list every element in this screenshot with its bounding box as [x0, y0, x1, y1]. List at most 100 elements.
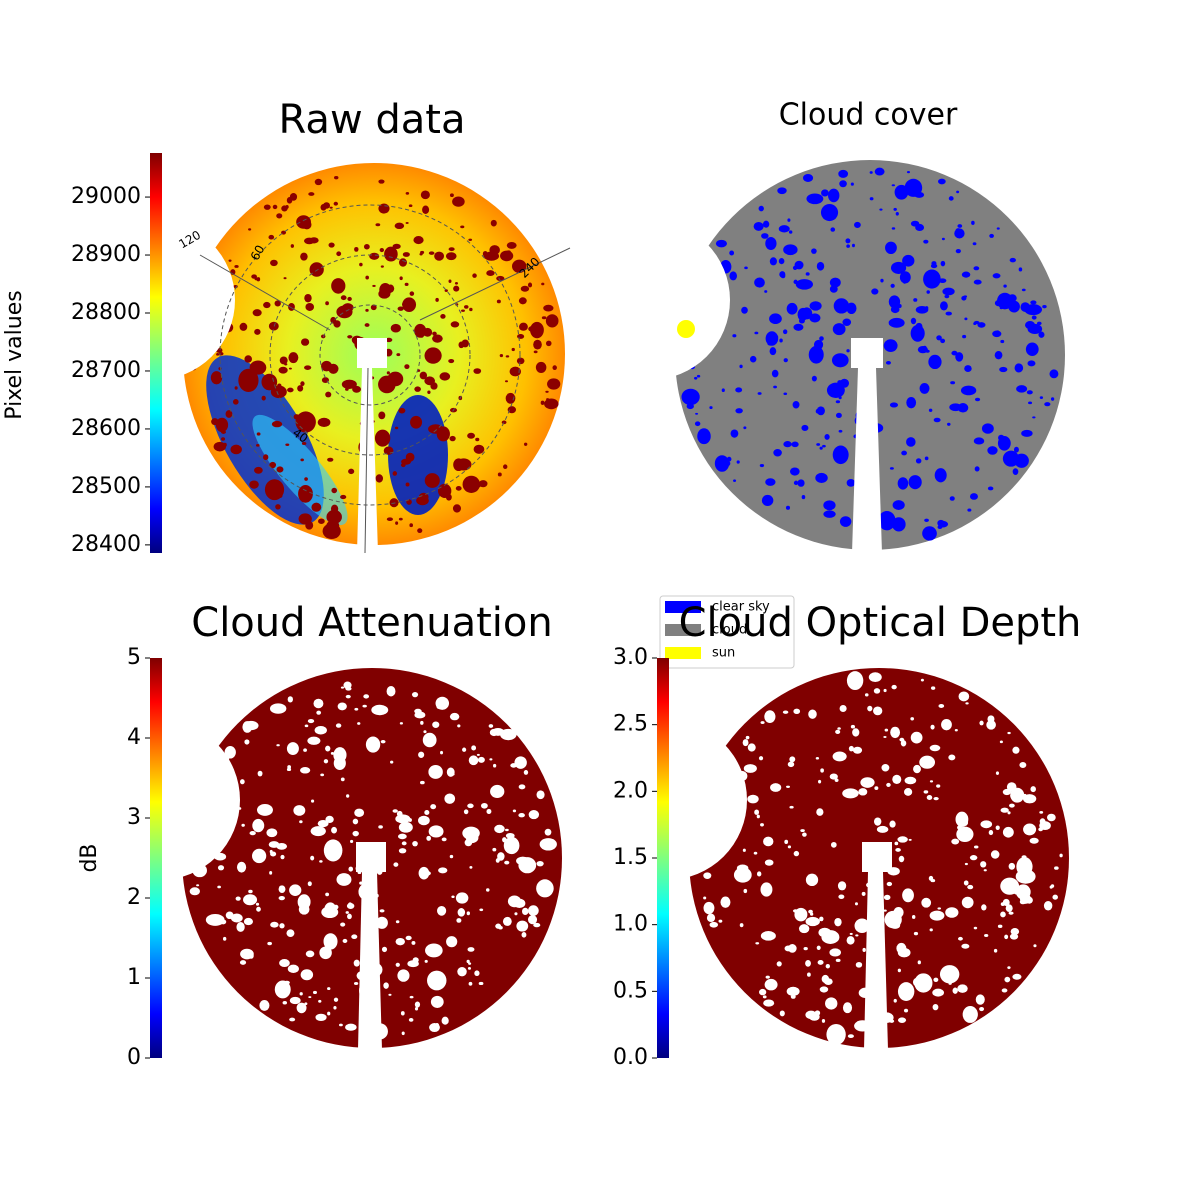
- sky-spot: [760, 823, 764, 827]
- sky-spot: [952, 987, 958, 994]
- sky-spot: [742, 848, 746, 852]
- sky-spot: [783, 441, 792, 448]
- sky-spot: [271, 420, 283, 428]
- sky-spot: [536, 860, 544, 867]
- sky-spot: [424, 473, 440, 488]
- sky-spot: [399, 722, 403, 725]
- sky-spot: [213, 441, 227, 452]
- sky-spot: [878, 510, 896, 531]
- sky-spot: [832, 323, 846, 336]
- sky-spot: [283, 277, 287, 280]
- sky-spot: [395, 521, 399, 525]
- sky-spot: [791, 441, 799, 448]
- sky-spot: [897, 303, 902, 309]
- sky-spot: [469, 866, 473, 869]
- sky-spot: [816, 261, 825, 271]
- sky-spot: [917, 960, 921, 965]
- sky-spot: [309, 237, 319, 244]
- sky-spot: [342, 938, 348, 944]
- sky-spot: [492, 763, 497, 768]
- polar-ring: [269, 254, 471, 456]
- sky-spot: [544, 828, 552, 836]
- sky-spot: [885, 360, 891, 365]
- sky-spot: [455, 486, 462, 491]
- sky-spot: [287, 964, 299, 974]
- sky-spot: [995, 825, 1000, 830]
- sky-spot: [333, 997, 339, 1002]
- sky-spot: [1012, 746, 1020, 754]
- sky-spot: [749, 355, 757, 363]
- sky-spot: [837, 380, 843, 385]
- colorbar-tick-label: 2: [127, 885, 141, 910]
- sky-spot: [1029, 837, 1039, 844]
- sky-spot: [414, 1006, 419, 1011]
- sky-spot: [384, 246, 398, 262]
- sky-spot: [279, 959, 290, 968]
- sky-spot: [770, 783, 782, 792]
- sky-spot: [503, 464, 508, 470]
- sky-spot: [787, 761, 795, 768]
- sky-spot: [759, 988, 767, 996]
- sky-spot: [964, 317, 968, 321]
- sky-spot: [979, 1006, 985, 1012]
- sky-spot: [520, 285, 530, 292]
- sky-spot: [495, 923, 502, 929]
- sky-spot: [1028, 401, 1033, 405]
- sky-spot: [261, 373, 278, 391]
- sky-spot: [1025, 321, 1036, 330]
- sky-spot: [196, 884, 200, 887]
- sky-spot: [885, 241, 897, 255]
- sky-spot: [936, 784, 941, 788]
- sky-spot: [912, 977, 926, 988]
- sky-spot: [500, 250, 514, 262]
- sky-spot: [826, 382, 845, 398]
- sky-spot: [910, 731, 923, 744]
- sky-spot: [379, 909, 385, 913]
- sky-spot: [392, 243, 401, 250]
- sky-spot: [1033, 944, 1037, 948]
- sky-spot: [957, 984, 968, 993]
- sky-spot: [1031, 315, 1037, 320]
- sky-spot: [289, 996, 301, 1005]
- sky-spot: [395, 814, 411, 824]
- sky-spot: [924, 306, 929, 310]
- colorbar-tick-label: 3: [127, 805, 141, 830]
- polar-label: 60: [248, 243, 268, 263]
- sky-spot: [756, 871, 762, 877]
- sky-spot: [910, 317, 917, 325]
- sky-spot: [446, 936, 458, 948]
- sky-spot: [316, 710, 322, 715]
- sky-spot: [504, 380, 509, 383]
- sky-spot: [793, 850, 800, 857]
- legend-swatch: [665, 601, 701, 613]
- sky-spot: [252, 848, 267, 864]
- sky-spot: [469, 307, 473, 312]
- sky-spot: [333, 320, 341, 328]
- sky-spot: [378, 411, 386, 420]
- sky-spot: [895, 848, 901, 852]
- sky-spot: [469, 433, 473, 437]
- sky-spot: [435, 696, 450, 710]
- sky-spot: [837, 727, 841, 730]
- sky-spot: [287, 765, 291, 769]
- sky-spot: [478, 480, 488, 488]
- mask-arm: [358, 872, 382, 1050]
- sky-spot: [420, 335, 424, 338]
- sky-spot: [974, 397, 981, 402]
- sky-spot: [244, 739, 250, 745]
- sky-spot: [386, 685, 396, 697]
- sky-spot: [903, 280, 907, 284]
- sky-spot: [423, 870, 431, 876]
- sky-spot: [225, 410, 233, 418]
- sky-spot: [412, 840, 418, 847]
- sky-spot: [290, 244, 294, 248]
- sky-spot: [533, 339, 542, 350]
- sky-spot: [432, 331, 437, 336]
- sky-spot: [969, 493, 978, 500]
- polar-ring: [319, 304, 421, 406]
- sky-spot: [834, 917, 842, 927]
- sky-spot: [434, 1023, 440, 1028]
- sky-spot: [756, 814, 760, 819]
- sky-spot: [286, 742, 299, 756]
- sky-spot: [405, 192, 410, 195]
